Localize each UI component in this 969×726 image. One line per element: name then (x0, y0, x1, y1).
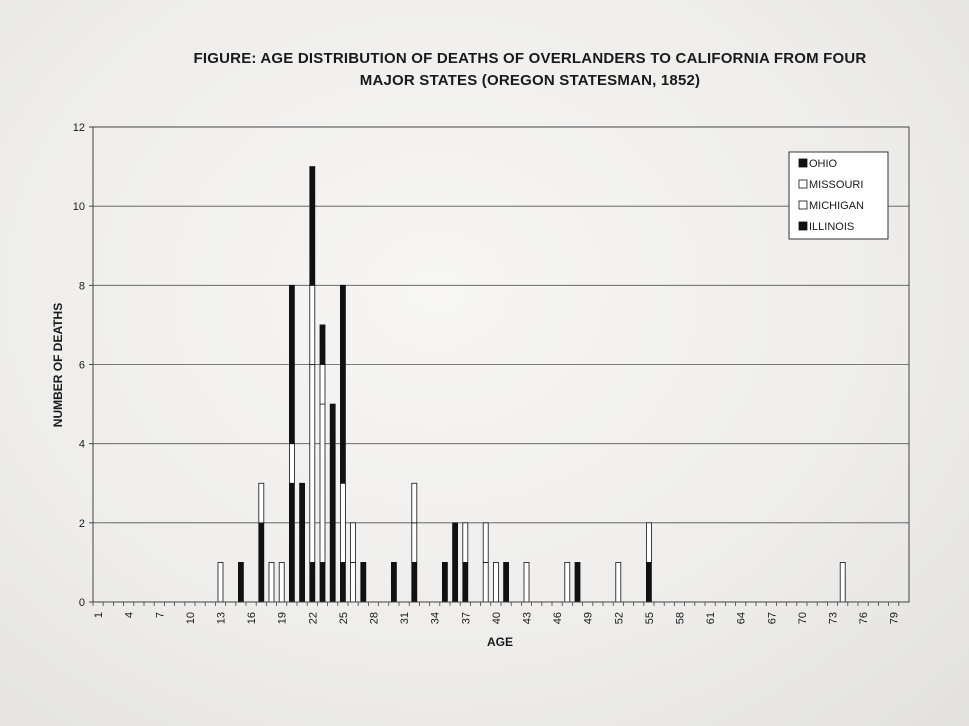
x-tick-label: 67 (766, 612, 778, 624)
legend-label-ohio: OHIO (809, 158, 838, 170)
bar-segment-ohio (299, 482, 306, 603)
bar-segment-michigan (319, 403, 326, 563)
bar-segment-michigan (258, 482, 265, 524)
bar-segment-illinois (503, 562, 510, 603)
bar-segment-ohio (339, 284, 346, 484)
bar-segment-illinois (309, 562, 316, 603)
bar-segment-ohio (309, 166, 316, 286)
bar-segment-michigan (482, 562, 489, 603)
bar-segment-missouri (288, 443, 295, 484)
x-tick-label: 61 (705, 612, 717, 624)
x-axis-label: AGE (487, 635, 513, 649)
bar-segment-illinois (319, 562, 326, 603)
bar-segment-illinois (452, 522, 459, 603)
y-tick-label: 2 (79, 518, 85, 530)
bar-segment-illinois (411, 562, 418, 603)
bar-segment-illinois (390, 562, 397, 603)
x-tick-label: 1 (93, 612, 105, 618)
legend-swatch-illinois (798, 221, 808, 231)
bar-segment-missouri (646, 522, 652, 563)
chart-title: FIGURE: AGE DISTRIBUTION OF DEATHS OF OV… (120, 48, 940, 92)
axes (89, 126, 910, 606)
y-tick-label: 4 (79, 439, 85, 451)
bar-segment-illinois (441, 562, 448, 603)
bar-segment-missouri (319, 364, 326, 405)
bar-segment-michigan (309, 364, 316, 563)
x-tick-label: 46 (552, 612, 564, 624)
bar-segment-missouri (523, 562, 530, 603)
x-tick-label: 76 (858, 612, 870, 624)
bar-segment-illinois (574, 562, 581, 603)
bar-stacks (217, 166, 846, 603)
x-tick-label: 25 (338, 612, 350, 624)
x-tick-label: 64 (736, 612, 748, 624)
legend-swatch-ohio (798, 158, 808, 168)
x-tick-label: 55 (644, 612, 656, 624)
x-tick-label: 37 (460, 612, 472, 624)
x-tick-label: 31 (399, 612, 411, 624)
x-tick-label: 22 (307, 612, 319, 624)
legend-label-illinois: ILLINOIS (809, 221, 854, 233)
bar-segment-missouri (309, 284, 316, 365)
bar-segment-illinois (462, 562, 469, 603)
bar-segment-illinois (646, 562, 652, 603)
bar-segment-missouri (462, 522, 469, 563)
x-tick-label: 16 (246, 612, 258, 624)
x-tick-label: 28 (369, 612, 381, 624)
legend: OHIO MISSOURI MICHIGAN ILLINOIS (788, 151, 889, 240)
bar-segment-michigan (217, 562, 224, 603)
bar-segment-illinois (237, 562, 244, 603)
x-tick-label: 10 (185, 612, 197, 624)
y-tick-label: 12 (73, 122, 85, 134)
bar-segment-michigan (564, 562, 571, 603)
x-tick-label: 79 (889, 612, 901, 624)
x-tick-label: 40 (491, 612, 503, 624)
bar-segment-missouri (492, 562, 499, 603)
y-tick-label: 6 (79, 360, 85, 372)
x-tick-label: 13 (216, 612, 228, 624)
grid-lines (93, 205, 909, 524)
y-tick-label: 0 (79, 597, 85, 609)
x-tick-label: 73 (828, 612, 840, 624)
y-tick-label: 8 (79, 280, 85, 292)
bar-segment-michigan (350, 562, 357, 603)
x-tick-label: 43 (522, 612, 534, 624)
x-tick-label: 58 (675, 612, 687, 624)
bar-segment-missouri (350, 522, 357, 563)
legend-swatch-michigan (798, 200, 808, 210)
chart-title-line-2: MAJOR STATES (OREGON STATESMAN, 1852) (359, 72, 701, 89)
y-axis-label: NUMBER OF DEATHS (51, 303, 65, 427)
x-tick-label: 19 (277, 612, 289, 624)
x-tick-label: 52 (613, 612, 625, 624)
bar-segment-missouri (268, 562, 275, 603)
bar-segment-missouri (339, 482, 346, 563)
legend-swatch-missouri (798, 179, 808, 189)
x-tick-label: 49 (583, 612, 595, 624)
bar-segment-michigan (411, 522, 418, 563)
x-tick-label: 70 (797, 612, 809, 624)
x-tick-label: 34 (430, 612, 442, 624)
legend-label-missouri: MISSOURI (809, 179, 863, 191)
bar-segment-ohio (288, 284, 295, 445)
bar-segment-illinois (288, 482, 295, 603)
bar-segment-ohio (319, 324, 326, 365)
bar-segment-illinois (258, 522, 265, 603)
bar-segment-ohio (329, 403, 336, 603)
y-tick-label: 10 (73, 201, 85, 213)
legend-label-michigan: MICHIGAN (809, 200, 864, 212)
bar-segment-illinois (360, 562, 367, 603)
bar-segment-missouri (482, 522, 489, 563)
chart-title-line-1: FIGURE: AGE DISTRIBUTION OF DEATHS OF OV… (193, 50, 867, 67)
bar-segment-michigan (278, 562, 285, 603)
bar-segment-missouri (839, 562, 846, 603)
x-tick-label: 7 (154, 612, 166, 618)
bar-segment-missouri (411, 482, 418, 524)
bar-segment-illinois (339, 562, 346, 603)
x-tick-label: 4 (124, 612, 136, 618)
bar-segment-missouri (615, 562, 622, 603)
